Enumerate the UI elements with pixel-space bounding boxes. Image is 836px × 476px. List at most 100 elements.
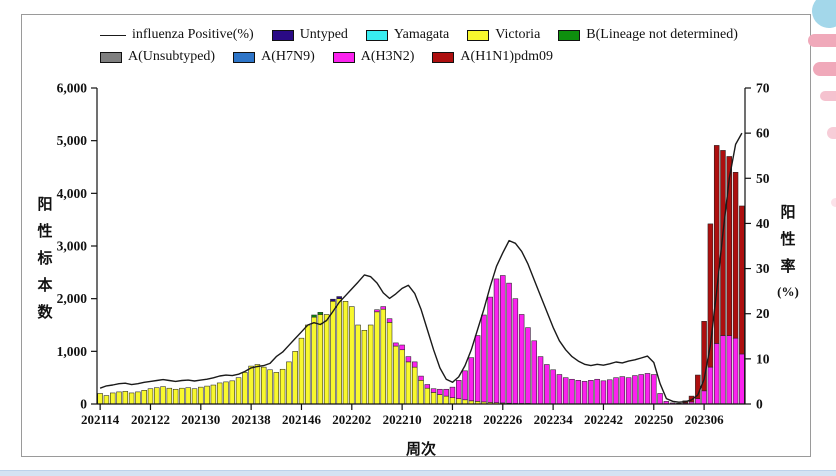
bar-segment-a-h3n2-	[449, 386, 456, 398]
bar-segment-victoria	[204, 385, 210, 405]
bar-segment-a-h3n2-	[713, 343, 720, 405]
bar-segment-victoria	[267, 369, 273, 405]
bar-segment-victoria	[116, 391, 122, 405]
legend-color-swatch	[432, 51, 455, 63]
bar-segment-a-h3n2-	[739, 353, 745, 405]
bar-segment-victoria	[317, 314, 324, 405]
bar-segment-victoria	[229, 380, 235, 405]
bar-segment-victoria	[399, 349, 405, 405]
bar-segment-a-h3n2-	[500, 275, 506, 404]
bar-segment-victoria	[172, 388, 179, 405]
bar-segment-a-h3n2-	[474, 335, 481, 402]
bar-segment-victoria	[103, 395, 110, 405]
bar-segment-victoria	[393, 345, 399, 405]
left-tick-label: 6,000	[57, 81, 88, 96]
bar-segment-a-h3n2-	[405, 356, 412, 363]
bar-segment-a-h3n2-	[556, 374, 563, 405]
bar-segment-a-h3n2-	[386, 318, 393, 323]
legend-item-yamagata: Yamagata	[365, 27, 450, 43]
bar-segment-victoria	[298, 337, 305, 405]
bar-segment-a-h3n2-	[443, 388, 449, 397]
bar-segment-a-h3n2-	[581, 381, 588, 405]
left-tick-label: 1,000	[57, 344, 88, 359]
legend-item-victoria: Victoria	[467, 27, 540, 43]
bar-segment-a-h3n2-	[493, 278, 500, 403]
bar-segment-a-h1n1-pdm09	[695, 374, 701, 400]
bar-segment-b-lineage-not-determined-	[311, 314, 317, 318]
legend-label: influenza Positive(%)	[132, 27, 254, 42]
bar-segment-a-h3n2-	[707, 366, 714, 405]
bar-segment-victoria	[191, 388, 198, 405]
legend-label: B(Lineage not determined)	[586, 27, 738, 42]
bar-segment-a-h3n2-	[512, 298, 519, 404]
bar-segment-a-h3n2-	[695, 398, 701, 405]
legend-label: Yamagata	[393, 27, 450, 42]
bar-segment-victoria	[154, 387, 160, 405]
bar-segment-victoria	[223, 381, 229, 405]
legend-item-a-h3n2-: A(H3N2)	[332, 49, 414, 65]
legend-item-a-h7n9-: A(H7N9)	[233, 49, 315, 65]
bar-segment-a-h3n2-	[518, 314, 525, 404]
x-tick-label: 202234	[534, 412, 574, 427]
x-tick-label: 202122	[131, 412, 170, 427]
bar-segment-victoria	[443, 395, 449, 405]
bar-segment-a-h3n2-	[588, 380, 594, 405]
bar-segment-a-h3n2-	[625, 377, 632, 405]
bar-segment-a-h3n2-	[481, 314, 487, 403]
bar-segment-victoria	[216, 382, 223, 405]
legend-line-symbol	[100, 34, 126, 36]
bar-segment-a-h3n2-	[393, 342, 399, 347]
bar-segment-a-h1n1-pdm09	[720, 150, 726, 336]
legend-item-a-h1n1-pdm09: A(H1N1)pdm09	[432, 49, 553, 65]
right-tick-label: 60	[756, 126, 770, 141]
bar-segment-a-h3n2-	[424, 384, 431, 389]
bar-segment-victoria	[97, 393, 103, 405]
bar-segment-a-h3n2-	[701, 390, 707, 405]
legend-color-swatch	[271, 29, 294, 41]
bar-segment-victoria	[286, 361, 292, 405]
bar-segment-a-h3n2-	[575, 380, 582, 405]
bar-segment-a-h3n2-	[569, 378, 575, 405]
legend-label: A(H7N9)	[261, 49, 315, 64]
legend-color-swatch	[467, 29, 490, 41]
bar-segment-victoria	[311, 316, 317, 405]
bar-segment-a-h3n2-	[607, 379, 613, 405]
bar-segment-a-h3n2-	[544, 364, 550, 405]
legend-color-swatch	[332, 51, 355, 63]
bar-segment-victoria	[462, 399, 468, 405]
right-axis-title: 阳性率 (%)	[777, 205, 799, 299]
x-tick-label: 202250	[634, 412, 673, 427]
bar-segment-victoria	[122, 391, 129, 405]
x-tick-label: 202210	[383, 412, 422, 427]
bar-segment-a-h3n2-	[594, 378, 600, 405]
legend-color-swatch	[365, 29, 388, 41]
bar-segment-a-h3n2-	[619, 376, 626, 405]
bar-segment-a-h1n1-pdm09	[701, 321, 707, 392]
bar-segment-victoria	[242, 372, 248, 405]
legend-color-swatch	[558, 29, 581, 41]
bar-segment-untyped	[330, 298, 336, 302]
left-tick-label: 2,000	[57, 291, 88, 306]
left-tick-label: 5,000	[57, 133, 88, 148]
legend-item-untyped: Untyped	[271, 27, 348, 43]
bar-segment-a-h3n2-	[550, 369, 556, 405]
bar-segment-victoria	[305, 324, 311, 405]
bar-segment-victoria	[248, 365, 254, 405]
bar-segment-a-h3n2-	[632, 375, 638, 405]
bar-segment-victoria	[349, 306, 355, 405]
legend-label: Untyped	[299, 27, 348, 42]
bar-segment-a-h1n1-pdm09	[713, 145, 720, 344]
legend-row-1: influenza Positive(%) Untyped Yamagata Vict…	[100, 24, 738, 46]
bar-segment-victoria	[235, 377, 242, 405]
x-tick-label: 202202	[332, 412, 371, 427]
bar-segment-victoria	[367, 324, 374, 405]
legend-item-a-unsubtyped-: A(Unsubtyped)	[100, 49, 215, 65]
right-tick-label: 10	[756, 351, 770, 366]
bar-segment-victoria	[147, 388, 154, 405]
bar-segment-a-h3n2-	[374, 309, 380, 313]
bar-segment-a-h1n1-pdm09	[726, 156, 732, 336]
x-tick-label: 202114	[81, 412, 120, 427]
bar-segment-victoria	[185, 387, 191, 405]
